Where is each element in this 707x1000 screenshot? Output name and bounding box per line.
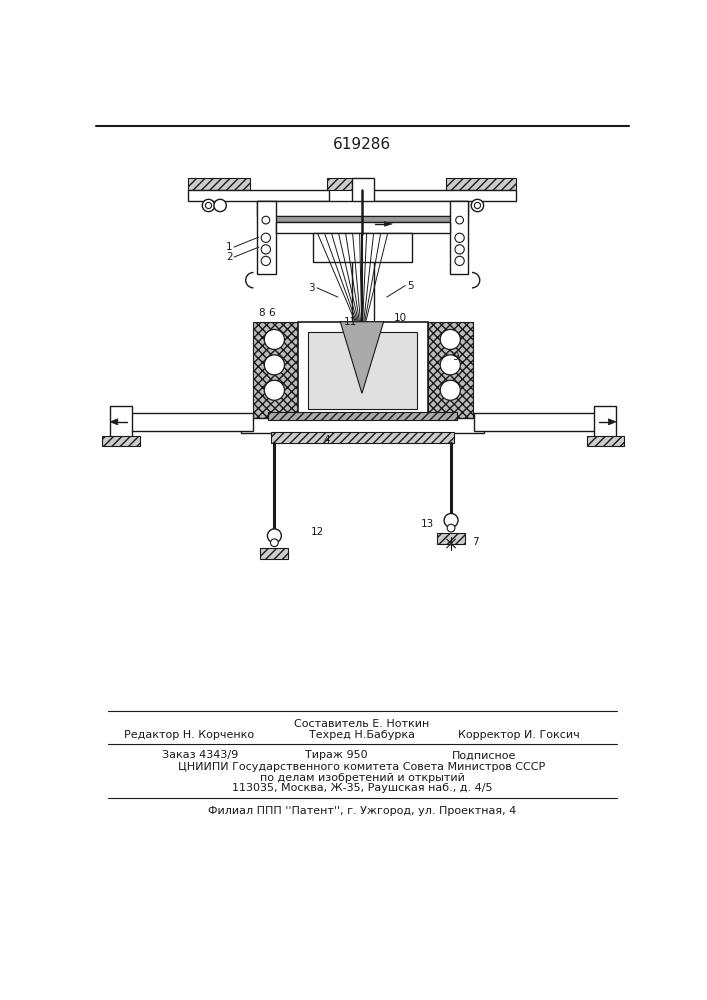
Bar [257,216,468,222]
Circle shape [472,199,484,212]
Circle shape [264,355,284,375]
Circle shape [455,256,464,266]
Circle shape [474,202,481,209]
Circle shape [264,329,284,349]
Circle shape [448,524,455,532]
Bar [103,436,139,446]
Bar [127,413,252,431]
Bar [450,201,468,274]
Text: Тираж 950: Тираж 950 [305,750,368,760]
Text: 1: 1 [226,242,233,252]
Circle shape [261,245,271,254]
Bar [276,222,450,233]
Polygon shape [340,322,384,393]
Bar [327,178,370,190]
Text: 3: 3 [308,283,315,293]
Text: 11: 11 [344,317,357,327]
Circle shape [444,513,458,527]
Circle shape [264,380,284,400]
Circle shape [261,256,271,266]
Bar [260,548,288,559]
Text: 7: 7 [472,537,479,547]
Bar [358,190,516,201]
Polygon shape [609,419,616,425]
Bar [187,190,329,201]
Text: 5: 5 [407,281,414,291]
Text: Редактор Н. Корченко: Редактор Н. Корченко [124,730,255,740]
Text: Корректор И. Гоксич: Корректор И. Гоксич [457,730,579,740]
Bar [428,322,473,418]
Bar [308,332,417,409]
Text: 619286: 619286 [333,137,391,152]
Circle shape [455,233,464,242]
Text: Техред Н.Бабурка: Техред Н.Бабурка [309,730,415,740]
Text: 10: 10 [393,313,407,323]
Circle shape [202,199,215,212]
Bar [446,178,516,190]
Circle shape [440,355,460,375]
Circle shape [262,216,270,224]
Bar [313,233,412,262]
Text: Подписное: Подписное [452,750,516,760]
Bar [587,436,624,446]
Polygon shape [110,419,118,425]
Circle shape [456,216,464,224]
Text: 13: 13 [421,519,433,529]
Bar [110,406,132,437]
Circle shape [206,202,211,209]
Circle shape [267,529,281,543]
Bar [474,413,599,431]
Text: 113035, Москва, Ж-35, Раушская наб., д. 4/5: 113035, Москва, Ж-35, Раушская наб., д. … [232,783,492,793]
Circle shape [261,233,271,242]
Bar [271,432,454,443]
Text: Филиал ППП ''Патент'', г. Ужгород, ул. Проектная, 4: Филиал ППП ''Патент'', г. Ужгород, ул. П… [208,806,516,816]
Bar [268,412,457,420]
Text: 2: 2 [226,252,233,262]
Bar [187,178,250,190]
Text: 9: 9 [452,352,459,362]
Circle shape [440,329,460,349]
Circle shape [455,245,464,254]
Bar [352,178,373,332]
Bar [298,322,428,418]
Text: Составитель Е. Ноткин: Составитель Е. Ноткин [294,719,430,729]
Text: 4: 4 [324,435,330,445]
Polygon shape [385,222,392,226]
Bar [595,406,616,437]
Bar [241,418,484,433]
Bar [252,322,298,418]
Text: 8: 8 [259,308,265,318]
Text: 12: 12 [311,527,325,537]
Text: Заказ 4343/9: Заказ 4343/9 [162,750,238,760]
Circle shape [271,539,279,547]
Bar [257,201,276,274]
Bar [437,533,465,544]
Circle shape [214,199,226,212]
Text: 6: 6 [269,308,275,318]
Circle shape [440,380,460,400]
Text: ЦНИИПИ Государственного комитета Совета Министров СССР: ЦНИИПИ Государственного комитета Совета … [178,762,546,772]
Text: по делам изобретений и открытий: по делам изобретений и открытий [259,773,464,783]
Bar [257,201,468,216]
